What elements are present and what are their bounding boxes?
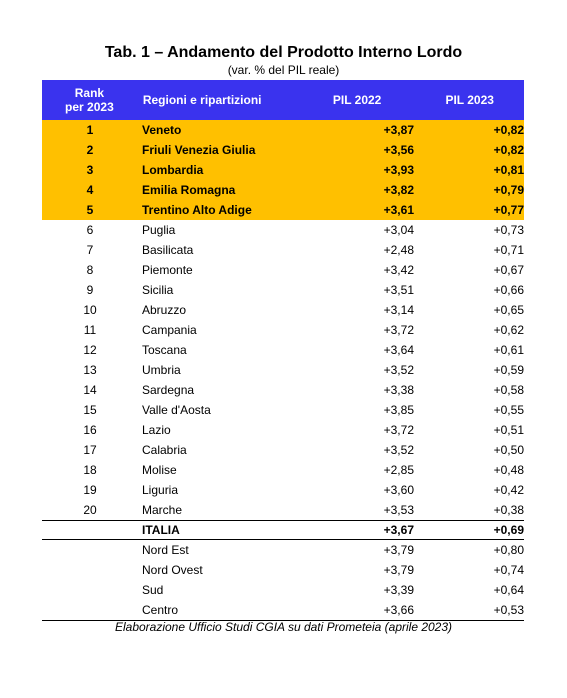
- table-row: 1 Veneto +3,87 +0,82: [42, 120, 524, 140]
- table-row: 19 Liguria +3,60 +0,42: [83, 483, 524, 497]
- table-row: 12 Toscana +3,64 +0,61: [83, 343, 524, 357]
- header-rank: Rank per 2023: [65, 86, 114, 114]
- table-row: 7 Basilicata +2,48 +0,71: [86, 243, 524, 257]
- table-row: 5 Trentino Alto Adige +3,61 +0,77: [42, 200, 524, 220]
- table-row: 17 Calabria +3,52 +0,50: [83, 443, 524, 457]
- gdp-table: Rank per 2023 Regioni e ripartizioni PIL…: [42, 80, 524, 621]
- header-pil2022: PIL 2022: [332, 93, 382, 107]
- table-row: 18 Molise +2,85 +0,48: [83, 463, 524, 477]
- table-row: 13 Umbria +3,52 +0,59: [83, 363, 524, 377]
- table-row: 10 Abruzzo +3,14 +0,65: [83, 303, 524, 317]
- area-row: Sud +3,39 +0,64: [142, 583, 524, 597]
- table-row: 20 Marche +3,53 +0,38: [83, 503, 524, 517]
- header-pil2023: PIL 2023: [445, 93, 494, 107]
- rank-rows: 1 Veneto +3,87 +0,82 2 Friuli Venezia Giulia…: [42, 120, 524, 520]
- source-note: Elaborazione Ufficio Studi CGIA su dati …: [114, 620, 453, 634]
- table-row: 3 Lombardia +3,93 +0,81: [42, 160, 524, 180]
- area-row: Nord Est +3,79 +0,80: [142, 543, 524, 557]
- table-row: 11 Campania +3,72 +0,62: [83, 323, 524, 337]
- table-row: 6 Puglia +3,04 +0,73: [86, 223, 524, 237]
- table-header: Rank per 2023 Regioni e ripartizioni PIL…: [42, 80, 524, 120]
- area-rows: Nord Est +3,79 +0,80 Nord Ovest +3,79 +0,74 …: [42, 540, 524, 621]
- area-row: Nord Ovest +3,79 +0,74: [142, 563, 524, 577]
- table-row: 2 Friuli Venezia Giulia +3,56 +0,82: [42, 140, 524, 160]
- area-row: Centro +3,66 +0,53: [42, 600, 524, 621]
- table-row: 16 Lazio +3,72 +0,51: [83, 423, 524, 437]
- table-row: 4 Emilia Romagna +3,82 +0,79: [42, 180, 524, 200]
- table-row: 14 Sardegna +3,38 +0,58: [83, 383, 524, 397]
- table-row: 9 Sicilia +3,51 +0,66: [86, 283, 524, 297]
- total-row-italia: ITALIA +3,67 +0,69: [42, 520, 524, 540]
- header-region: Regioni e ripartizioni: [142, 93, 262, 107]
- table-subtitle: (var. % del PIL reale): [227, 63, 340, 77]
- table-row: 8 Piemonte +3,42 +0,67: [86, 263, 524, 277]
- table-title: Tab. 1 – Andamento del Prodotto Interno …: [104, 44, 463, 61]
- table-row: 15 Valle d'Aosta +3,85 +0,55: [83, 403, 524, 417]
